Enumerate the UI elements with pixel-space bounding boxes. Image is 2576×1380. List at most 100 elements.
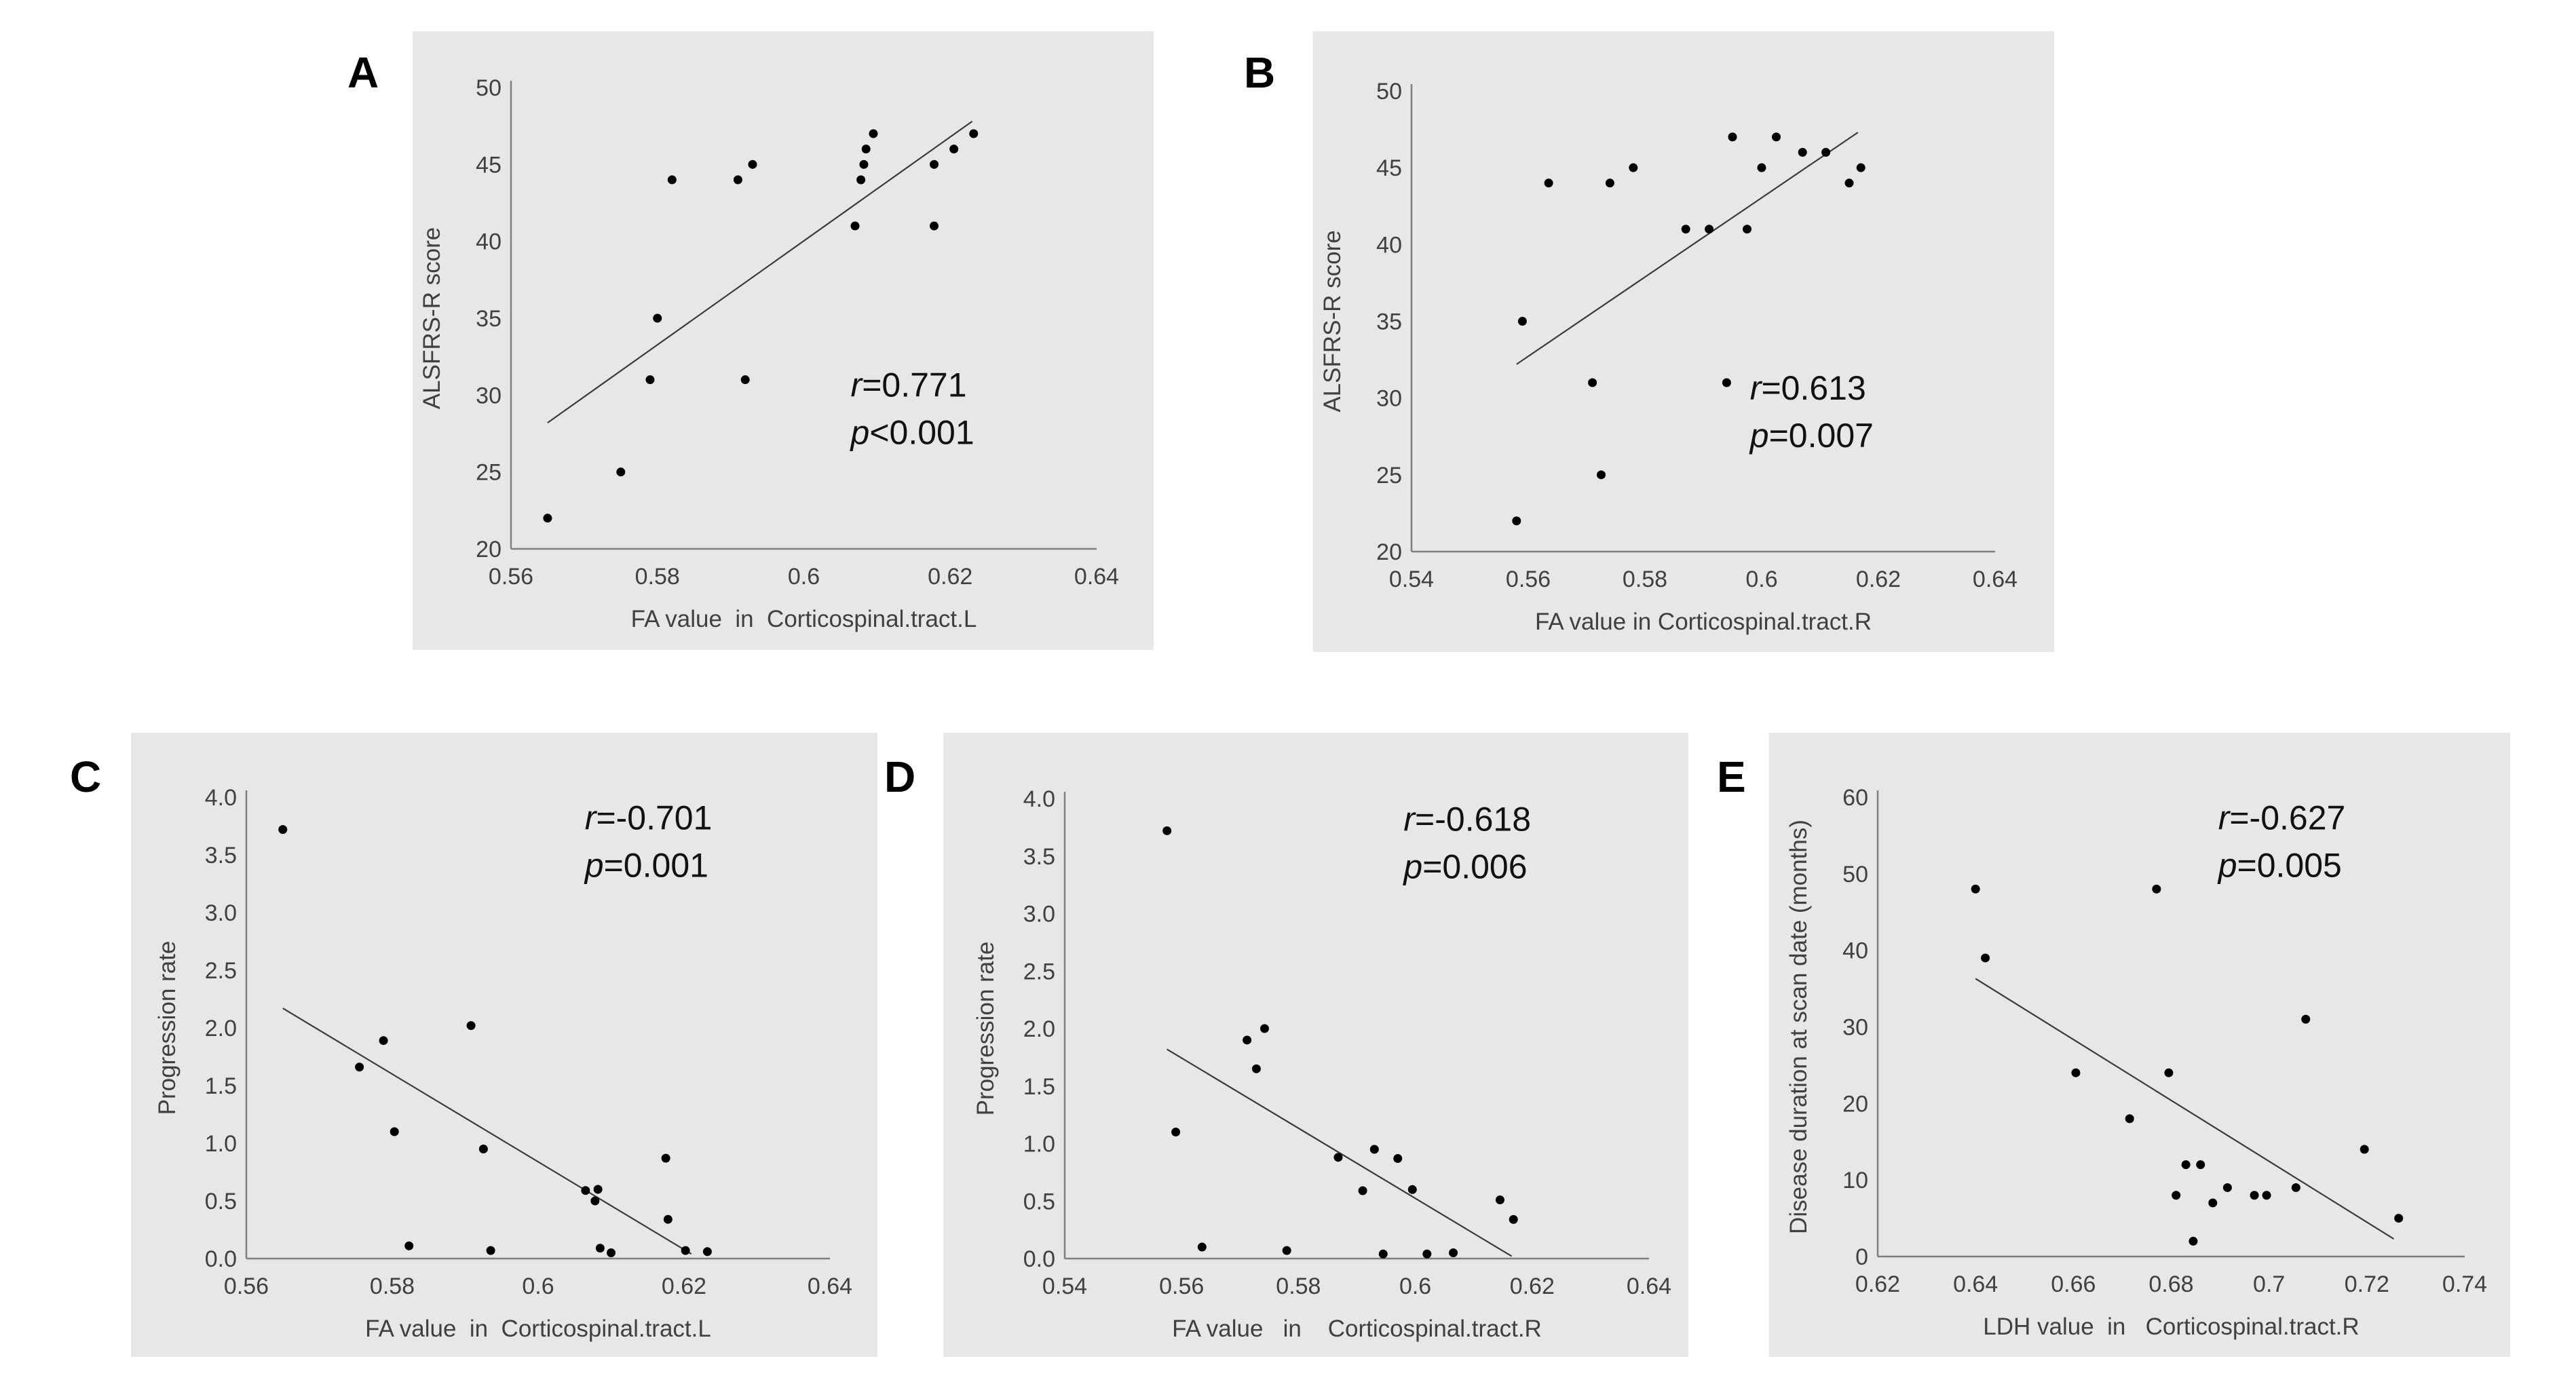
y-tick-label: 1.0	[1023, 1132, 1055, 1157]
y-tick-label: 25	[476, 460, 501, 486]
data-point	[2125, 1114, 2134, 1124]
y-axis-label: Disease duration at scan date (months)	[1785, 820, 1812, 1234]
x-axis-label: FA value in Corticospinal.tract.R	[1172, 1316, 1542, 1342]
x-tick-label: 0.68	[2148, 1271, 2193, 1297]
y-tick-label: 50	[476, 75, 501, 101]
panel-a-letter: A	[347, 48, 379, 97]
data-point	[861, 145, 871, 154]
r-symbol: r	[1403, 800, 1416, 838]
r-value: =-0.627	[2229, 799, 2345, 837]
data-point	[1378, 1249, 1388, 1259]
r-annotation: r=0.613	[1750, 369, 1866, 407]
x-tick-label: 0.6	[1745, 567, 1777, 592]
data-point	[581, 1186, 590, 1195]
p-symbol: p	[850, 414, 870, 452]
p-value: =0.007	[1769, 417, 1874, 455]
y-tick-label: 1.0	[205, 1131, 237, 1157]
data-point	[1259, 1024, 1269, 1033]
data-point	[856, 175, 866, 185]
p-annotation: p<0.001	[850, 414, 974, 452]
panel-b-letter: B	[1244, 48, 1276, 97]
data-point	[2222, 1183, 2232, 1192]
data-point	[607, 1248, 615, 1257]
data-point	[2291, 1183, 2300, 1192]
y-axis-label: Progression rate	[972, 942, 999, 1116]
y-tick-label: 1.5	[1023, 1074, 1055, 1100]
r-value: =0.771	[862, 366, 966, 404]
data-point	[2181, 1160, 2191, 1170]
data-point	[616, 467, 626, 477]
p-annotation: p=0.005	[2217, 846, 2342, 884]
y-tick-label: 30	[476, 383, 501, 408]
data-point	[2071, 1068, 2081, 1077]
data-point	[661, 1153, 670, 1163]
y-tick-label: 10	[1842, 1168, 1868, 1193]
x-axis-label: FA value in Corticospinal.tract.R	[1535, 609, 1872, 635]
data-point	[1605, 178, 1614, 188]
data-point	[969, 129, 979, 138]
panel-e-letter: E	[1717, 752, 1746, 801]
data-point	[1728, 132, 1737, 142]
data-point	[404, 1241, 414, 1250]
y-axis-label: ALSFRS-R score	[1319, 230, 1346, 412]
data-point	[1597, 470, 1606, 480]
data-point	[1544, 178, 1553, 188]
x-tick-label: 0.62	[662, 1273, 706, 1299]
p-symbol: p	[1749, 417, 1769, 455]
data-point	[1369, 1145, 1379, 1154]
data-point	[1772, 132, 1781, 142]
x-tick-label: 0.54	[1389, 567, 1434, 592]
data-point	[1251, 1064, 1261, 1073]
data-point	[593, 1185, 603, 1194]
data-point	[869, 129, 878, 138]
y-tick-label: 2.5	[205, 958, 237, 984]
data-point	[850, 221, 860, 231]
y-tick-label: 3.0	[205, 900, 237, 926]
y-tick-label: 45	[476, 152, 501, 178]
data-point	[1588, 378, 1597, 387]
data-point	[1243, 1035, 1252, 1045]
x-tick-label: 0.64	[1627, 1273, 1671, 1299]
x-tick-label: 0.58	[635, 564, 680, 590]
y-tick-label: 0.5	[205, 1189, 237, 1214]
x-tick-label: 0.56	[489, 564, 533, 590]
x-tick-label: 0.72	[2345, 1271, 2389, 1297]
y-tick-label: 35	[476, 306, 501, 332]
y-tick-label: 45	[1376, 155, 1402, 181]
r-annotation: r=-0.701	[585, 799, 713, 837]
data-point	[2394, 1214, 2404, 1223]
data-point	[1757, 163, 1766, 172]
data-point	[702, 1247, 712, 1257]
x-tick-label: 0.62	[928, 564, 972, 590]
y-axis-label: ALSFRS-R score	[419, 227, 445, 409]
data-point	[1681, 225, 1690, 234]
data-point	[379, 1036, 388, 1046]
panel-d-letter: D	[884, 752, 916, 801]
trendline	[1975, 978, 2395, 1240]
y-tick-label: 60	[1842, 785, 1868, 811]
data-point	[1358, 1186, 1367, 1195]
y-tick-label: 0	[1855, 1244, 1868, 1270]
data-point	[2189, 1236, 2198, 1246]
data-point	[390, 1127, 399, 1136]
x-tick-label: 0.6	[522, 1273, 554, 1299]
data-point	[1333, 1153, 1343, 1162]
y-tick-label: 2.0	[205, 1016, 237, 1041]
panel-e-background	[1769, 733, 2510, 1357]
p-value: =0.006	[1422, 847, 1527, 885]
data-point	[486, 1246, 495, 1255]
x-tick-label: 0.7	[2253, 1271, 2285, 1297]
x-tick-label: 0.62	[1855, 1271, 1900, 1297]
data-point	[1798, 148, 1807, 157]
data-point	[2164, 1068, 2174, 1077]
trendline	[1516, 132, 1859, 365]
data-point	[1495, 1195, 1504, 1205]
trendline	[547, 120, 973, 424]
data-point	[1722, 378, 1731, 387]
data-point	[859, 159, 869, 169]
chart-e: 0 10 20 30 40 50 60 0.62 0.64 0.66 0.68 0.7 0.72 0.74…	[1785, 785, 2487, 1340]
data-point	[1821, 148, 1831, 157]
r-value: =0.613	[1761, 369, 1865, 407]
data-point	[1282, 1246, 1291, 1255]
panel-a-background	[413, 31, 1154, 650]
